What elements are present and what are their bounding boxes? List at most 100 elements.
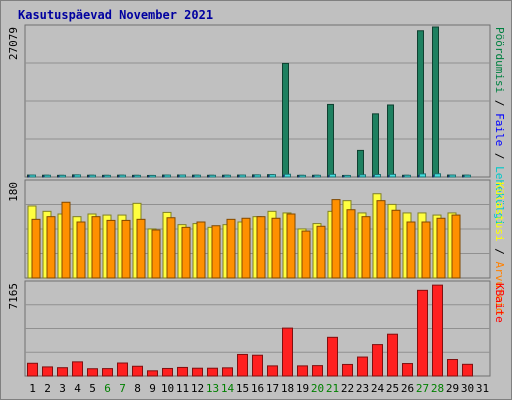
series-kbaite [27, 284, 473, 377]
bar [76, 221, 86, 279]
bar [359, 174, 366, 178]
x-tick-label: 21 [326, 382, 339, 395]
bar [327, 336, 338, 377]
x-tick-label: 8 [134, 382, 141, 395]
x-tick-label: 6 [104, 382, 111, 395]
bar [237, 353, 248, 377]
bar [417, 30, 424, 178]
x-tick-label: 1 [29, 382, 36, 395]
bar [61, 201, 71, 279]
bar [374, 174, 381, 178]
bar [44, 174, 51, 178]
bar [282, 62, 289, 178]
bar [342, 363, 353, 377]
bar [222, 367, 233, 377]
bar [106, 219, 116, 279]
right-axis-label-part: / [493, 93, 506, 113]
bar [72, 361, 83, 377]
x-tick-label: 5 [89, 382, 96, 395]
bar [419, 173, 426, 178]
x-tick-label: 14 [221, 382, 235, 395]
bar [462, 363, 473, 377]
bar [464, 174, 471, 178]
bar [256, 216, 266, 279]
bar [316, 225, 326, 279]
bar [406, 221, 416, 279]
bar [402, 363, 413, 377]
bar [254, 174, 261, 178]
x-tick-label: 4 [74, 382, 81, 395]
bar [27, 362, 38, 377]
bar [449, 174, 456, 178]
right-axis-label-part: Faile [493, 113, 506, 146]
bar [376, 200, 386, 279]
bar [372, 344, 383, 377]
bar [421, 221, 431, 279]
bar [417, 289, 428, 377]
bar [102, 368, 113, 377]
bar [372, 113, 379, 178]
x-tick-label: 22 [341, 382, 354, 395]
bar [89, 174, 96, 178]
bar [117, 362, 128, 377]
right-axis-label-part: Külastusi [493, 182, 506, 242]
x-tick-label: 13 [206, 382, 219, 395]
bar [164, 174, 171, 178]
bar [224, 174, 231, 178]
x-tick-label: 28 [431, 382, 444, 395]
bar [121, 219, 131, 279]
x-tick-label: 26 [401, 382, 414, 395]
series-arvuteid [31, 199, 461, 279]
bar [196, 221, 206, 279]
bar [331, 199, 341, 279]
right-axis-label-part: KBaite [493, 283, 506, 323]
chart-title: Kasutuspäevad November 2021 [18, 8, 213, 22]
x-tick-label: 2 [44, 382, 51, 395]
bar [282, 327, 293, 377]
y-max-label: 27079 [7, 27, 20, 60]
y-max-label: 7165 [7, 283, 20, 310]
panel-bytes: 7165 KBaite [7, 280, 506, 377]
x-tick-label: 31 [476, 382, 489, 395]
bar [267, 365, 278, 377]
bar [74, 174, 81, 178]
x-tick-label: 12 [191, 382, 204, 395]
bar [387, 333, 398, 377]
x-tick-label: 16 [251, 382, 264, 395]
bar [344, 174, 351, 178]
x-tick-label: 9 [149, 382, 156, 395]
bar [357, 149, 364, 178]
x-tick-label: 29 [446, 382, 459, 395]
bar [269, 174, 276, 178]
bar [177, 366, 188, 377]
right-axis-label-part: Arvuteid [493, 261, 506, 314]
bar [361, 216, 371, 279]
right-axis-label: Külastusi / Arvuteid [493, 182, 506, 314]
x-tick-label: 25 [386, 382, 399, 395]
bar [211, 225, 221, 279]
bar [432, 26, 439, 178]
series-lehek-lgi [29, 173, 471, 178]
bar [119, 174, 126, 178]
x-tick-label: 10 [161, 382, 174, 395]
x-tick-label: 7 [119, 382, 126, 395]
x-tick-label: 11 [176, 382, 189, 395]
bar [31, 218, 41, 279]
bar [301, 230, 311, 279]
bar [46, 216, 56, 279]
right-axis-label-part: Pöördumisi [493, 27, 506, 93]
bar [29, 174, 36, 178]
bar [57, 367, 68, 377]
bar [389, 173, 396, 178]
bar [447, 359, 458, 377]
bar [346, 209, 356, 279]
bar [299, 174, 306, 178]
bar [434, 173, 441, 178]
bar [357, 356, 368, 377]
bar [432, 284, 443, 377]
bar [404, 174, 411, 178]
bar [286, 213, 296, 279]
right-axis-label: KBaite [493, 283, 506, 323]
panel-hits: 27079 Pöördumisi / Faile / Lehekülgi [7, 24, 506, 226]
bar [207, 367, 218, 377]
